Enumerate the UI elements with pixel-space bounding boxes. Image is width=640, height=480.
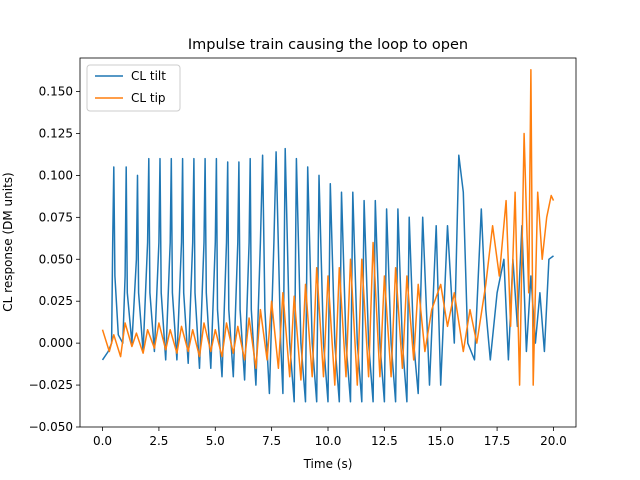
y-tick-label: 0.075 <box>39 210 73 224</box>
legend-entry-label: CL tip <box>131 91 166 105</box>
legend: CL tilt CL tip <box>86 64 181 112</box>
y-tick-label: 0.125 <box>39 126 73 140</box>
chart-title: Impulse train causing the loop to open <box>188 37 468 53</box>
y-tick-label: 0.000 <box>39 336 73 350</box>
x-tick-label: 15.0 <box>427 434 454 448</box>
y-tick-label: 0.050 <box>39 252 73 266</box>
y-tick-label: −0.025 <box>29 378 73 392</box>
series-line-cl-tip <box>101 68 555 386</box>
y-tick-label: 0.100 <box>39 168 73 182</box>
y-axis: −0.050 −0.025 0.000 0.025 0.050 0.075 0.100 0.1… <box>29 85 80 434</box>
x-tick-label: 17.5 <box>484 434 511 448</box>
y-tick-label: −0.050 <box>29 420 73 434</box>
x-tick-label: 2.5 <box>149 434 168 448</box>
x-tick-label: 12.5 <box>371 434 398 448</box>
x-axis-label: Time (s) <box>303 457 353 471</box>
legend-entry-label: CL tilt <box>131 69 166 83</box>
y-tick-label: 0.150 <box>39 85 73 99</box>
x-axis: 0.0 2.5 5.0 7.5 10.0 12.5 15.0 17.5 20.0 <box>93 427 567 448</box>
series-layer <box>101 68 555 403</box>
x-tick-label: 7.5 <box>262 434 281 448</box>
y-tick-label: 0.025 <box>39 294 73 308</box>
series-line-cl-tilt <box>101 147 554 403</box>
y-axis-label: CL response (DM units) <box>1 172 15 311</box>
x-tick-label: 0.0 <box>93 434 112 448</box>
x-tick-label: 10.0 <box>315 434 342 448</box>
x-tick-label: 5.0 <box>206 434 225 448</box>
x-tick-label: 20.0 <box>540 434 567 448</box>
